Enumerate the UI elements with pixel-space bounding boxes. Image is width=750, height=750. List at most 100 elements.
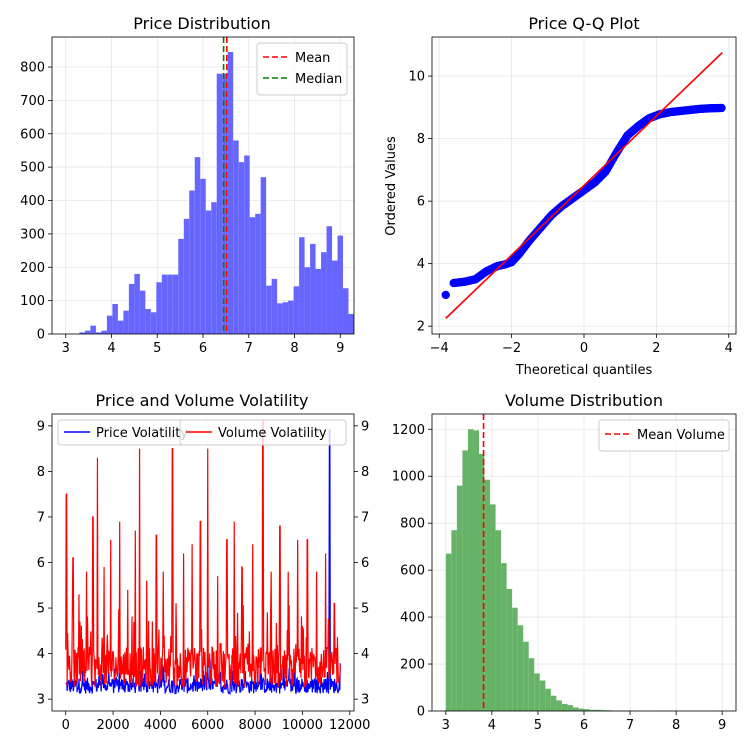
y-tick-label: 8: [417, 132, 425, 147]
histogram-bar: [123, 310, 129, 334]
histogram-bar: [550, 695, 557, 711]
histogram-bar: [495, 530, 502, 711]
y2-tick-label: 9: [361, 419, 369, 434]
price-distribution-yticks: 0 100 200 300 400 500 600 700 800: [20, 61, 52, 343]
volume-distribution-xticks: 3 4 5 6 7 8 9: [442, 711, 726, 733]
histogram-bar: [79, 332, 85, 334]
histogram-bar: [445, 553, 452, 711]
histogram-bar: [572, 707, 579, 711]
x-tick-label: 5: [153, 341, 161, 356]
histogram-bar: [249, 217, 256, 334]
histogram-bar: [200, 178, 206, 334]
histogram-bar: [326, 226, 333, 334]
x-tick-label: 6: [580, 718, 588, 733]
y-tick-label: 10: [408, 70, 425, 85]
x-tick-label: 0: [580, 341, 588, 356]
volatility-legend: Price Volatility Volume Volatility: [57, 419, 347, 446]
x-tick-label: 8: [290, 341, 298, 356]
x-tick-label: −2: [502, 341, 521, 356]
histogram-bar: [238, 162, 245, 334]
y-tick-label: 4: [37, 647, 45, 662]
histogram-bar: [589, 709, 596, 711]
x-tick-label: 0: [62, 718, 70, 733]
histogram-bar: [310, 243, 316, 334]
price-distribution-bars: [79, 52, 354, 335]
histogram-bar: [233, 140, 239, 334]
y2-tick-label: 5: [361, 602, 369, 617]
y2-tick-label: 3: [361, 693, 369, 708]
histogram-bar: [299, 237, 305, 334]
qq-plot-title: Price Q-Q Plot: [528, 14, 639, 33]
volatility-chart: Price and Volume Volatility 0 2000 4000 600…: [37, 391, 371, 733]
y-tick-label: 200: [400, 658, 425, 673]
legend-label: Price Volatility: [96, 426, 188, 441]
histogram-bar: [189, 190, 195, 334]
histogram-bar: [600, 710, 607, 711]
histogram-bar: [282, 302, 289, 334]
histogram-bar: [90, 325, 96, 334]
histogram-bar: [101, 330, 107, 334]
histogram-bar: [315, 268, 322, 334]
price-distribution-chart: Price Distribution 3 4 5 6 7 8 9 0 100 200 300 400…: [20, 14, 355, 356]
x-tick-label: 2000: [97, 718, 130, 733]
histogram-bar: [178, 238, 184, 334]
x-tick-label: 4: [725, 341, 733, 356]
histogram-bar: [517, 625, 524, 711]
qq-fit-line: [445, 52, 723, 319]
legend-box: [179, 419, 347, 446]
histogram-bar: [451, 530, 457, 711]
x-tick-label: 9: [336, 341, 344, 356]
histogram-bar: [134, 273, 140, 334]
qq-plot-yticks: 2 4 6 8 10: [408, 70, 432, 335]
histogram-bar: [211, 202, 217, 334]
histogram-bar: [523, 641, 529, 711]
y-tick-label: 3: [37, 693, 45, 708]
y-tick-label: 300: [20, 227, 45, 242]
histogram-bar: [484, 479, 491, 711]
histogram-bar: [156, 282, 162, 334]
x-tick-label: 7: [245, 341, 253, 356]
price-distribution-vlines: [222, 37, 228, 334]
x-tick-label: 6: [199, 341, 207, 356]
histogram-bar: [595, 709, 601, 711]
histogram-bar: [337, 235, 344, 334]
y-tick-label: 700: [20, 94, 45, 109]
legend-box: [598, 419, 730, 452]
y-tick-label: 400: [20, 194, 45, 209]
histogram-bar: [343, 288, 349, 334]
volatility-yticks: 3 4 5 6 7 8 9: [37, 419, 52, 708]
histogram-bar: [271, 278, 278, 334]
histogram-bar: [112, 303, 118, 334]
histogram-bar: [501, 563, 507, 711]
qq-point: [441, 290, 450, 300]
y-tick-label: 5: [37, 602, 45, 617]
histogram-bar: [478, 453, 485, 711]
histogram-bar: [321, 252, 327, 334]
volatility-xticks: 0 2000 4000 6000 8000 10000 12000: [62, 711, 370, 733]
qq-plot-grid: [432, 37, 736, 334]
y-tick-label: 600: [400, 564, 425, 579]
x-tick-label: 10000: [282, 718, 323, 733]
histogram-bar: [512, 607, 518, 711]
histogram-bar: [266, 285, 272, 334]
histogram-bar: [462, 450, 468, 711]
histogram-bar: [545, 688, 551, 711]
histogram-bar: [95, 332, 102, 334]
x-tick-label: 7: [626, 718, 634, 733]
histogram-bar: [255, 213, 261, 334]
y-tick-label: 200: [20, 261, 45, 276]
price-distribution-xticks: 3 4 5 6 7 8 9: [62, 334, 344, 356]
x-tick-label: 4: [488, 718, 496, 733]
x-tick-label: 2: [652, 341, 660, 356]
histogram-bar: [205, 210, 212, 334]
histogram-bar: [556, 700, 562, 711]
histogram-bar: [561, 703, 568, 711]
y2-tick-label: 6: [361, 556, 369, 571]
histogram-bar: [567, 705, 573, 711]
volume-distribution-bars: [445, 429, 723, 711]
y-tick-label: 800: [20, 61, 45, 76]
histogram-bar: [456, 485, 463, 711]
histogram-bar: [145, 308, 151, 334]
histogram-bar: [528, 658, 535, 711]
